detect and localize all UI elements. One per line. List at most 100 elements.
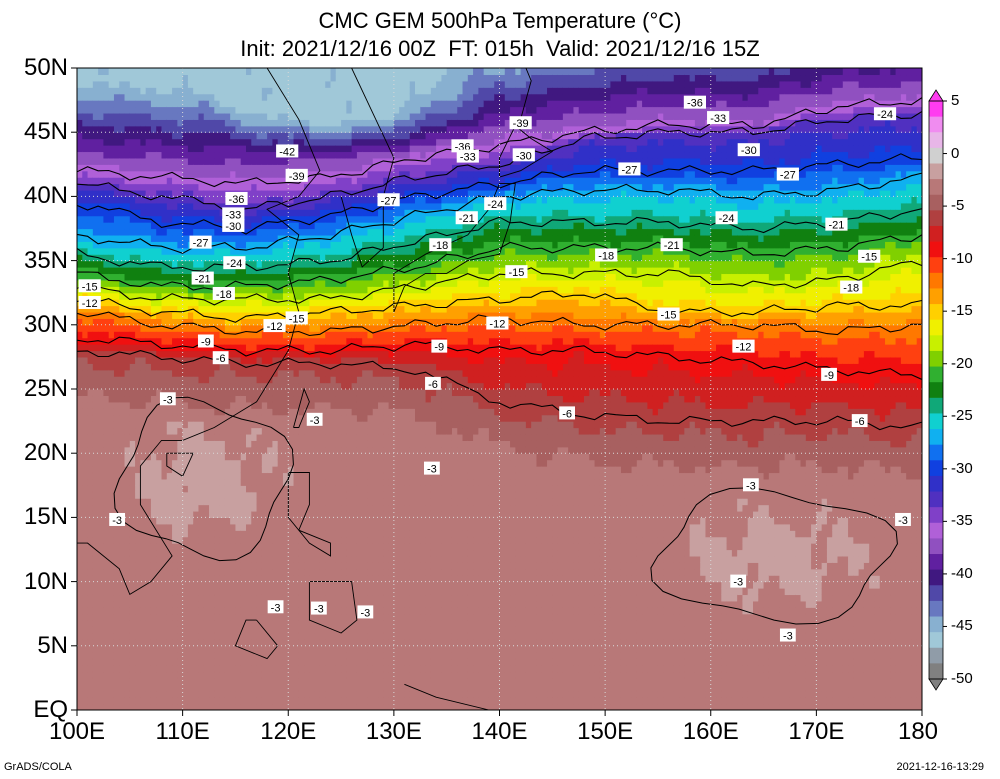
latitude-label: 35N (23, 246, 68, 274)
isotherm-label: -3 (306, 412, 323, 427)
colorbar-swatch (929, 116, 943, 133)
isotherm-line (77, 260, 922, 306)
coastline (340, 68, 395, 268)
isotherm-label: -33 (222, 207, 245, 221)
isotherm-label: -27 (618, 162, 641, 176)
colorbar-swatch (929, 475, 943, 493)
longitude-label: 160E (682, 718, 739, 745)
colorbar-label: -5 (951, 197, 965, 215)
isotherm-label: -3 (424, 461, 440, 476)
isotherm-label: -21 (191, 271, 214, 286)
colorbar-label: -20 (951, 354, 973, 372)
colorbar-swatch (929, 241, 943, 258)
isotherm-label: -15 (657, 307, 680, 322)
colorbar-swatch (929, 616, 943, 633)
isotherm-line (113, 396, 294, 562)
colorbar-swatch (929, 101, 943, 118)
isotherm-label: -3 (742, 478, 759, 492)
isotherm-line (77, 336, 922, 381)
longitude-label: 110E (155, 718, 210, 745)
colorbar-swatch (929, 585, 943, 602)
isotherm-label: -21 (455, 211, 478, 225)
isotherm-label: -18 (840, 280, 863, 295)
isotherm-line (77, 208, 922, 272)
colorbar-swatch (929, 397, 943, 414)
isotherm-label: -21 (825, 217, 848, 232)
isotherm-label: -9 (821, 367, 837, 382)
isotherm-label: -15 (78, 279, 101, 293)
colorbar-label: -25 (951, 407, 973, 425)
colorbar-swatch (929, 600, 943, 618)
isotherm-label: -3 (159, 392, 176, 406)
colorbar-min-arrow (928, 678, 944, 691)
colorbar-swatch (929, 210, 943, 227)
isotherm-label: -24 (484, 197, 507, 211)
colorbar-swatch (929, 429, 943, 446)
isotherm-line (77, 111, 922, 212)
isotherm-label: -15 (858, 249, 881, 264)
colorbar-swatch (929, 257, 943, 274)
latitude-label: EQ (33, 696, 68, 723)
colorbar-swatch (929, 538, 943, 555)
latitude-label: 10N (23, 567, 68, 595)
colorbar-swatch (929, 179, 943, 196)
isotherm-label: -12 (732, 339, 755, 354)
coastline (499, 125, 554, 178)
latitude-label: 50N (23, 54, 68, 81)
colorbar-swatch (929, 382, 943, 399)
isotherm-label: -3 (357, 605, 374, 619)
isotherm-label: -9 (197, 334, 214, 348)
footer-credit: GrADS/COLA (4, 761, 72, 773)
isotherm-label: -15 (285, 311, 308, 325)
colorbar (928, 89, 947, 691)
colorbar-swatch (929, 647, 943, 664)
isotherm-label: -27 (377, 193, 400, 207)
coastline (234, 619, 279, 660)
colorbar-swatch (929, 413, 943, 430)
isotherm-label: -6 (212, 351, 229, 365)
colorbar-label: -10 (951, 249, 973, 267)
isotherm-label: -15 (505, 265, 528, 279)
colorbar-swatch (929, 319, 943, 336)
isotherm-label: -39 (285, 168, 308, 183)
colorbar-swatch (929, 288, 943, 305)
colorbar-swatch (929, 225, 943, 243)
isotherm-label: -33 (456, 149, 479, 164)
isotherm-label: -24 (873, 107, 897, 121)
isotherm-line (650, 487, 898, 625)
colorbar-swatch (929, 272, 943, 289)
isotherm-label: -18 (212, 286, 235, 301)
isotherm-label: -3 (779, 628, 796, 643)
colorbar-swatch (929, 554, 943, 571)
colorbar-swatch (929, 194, 943, 211)
colorbar-swatch (929, 569, 943, 586)
isotherm-label: -3 (267, 600, 284, 614)
colorbar-swatch (929, 491, 943, 508)
colorbar-swatch (929, 147, 943, 164)
isotherm-label: -6 (559, 406, 575, 420)
colorbar-label: -45 (951, 617, 973, 635)
colorbar-swatch (929, 663, 943, 680)
colorbar-label: -35 (951, 512, 973, 530)
contour-labels: -36-33 -24-39-36-33 -30-42 -30-39-27 -27-36-… (78, 95, 911, 643)
longitude-label: 130E (365, 718, 422, 745)
coastline (520, 68, 532, 120)
colorbar-swatch (929, 335, 943, 352)
coastline (293, 387, 310, 428)
colorbar-label: 0 (951, 144, 960, 162)
isotherm-label: -33 (707, 111, 730, 125)
isotherm-label: -30 (512, 148, 535, 162)
isotherm-label: -27 (776, 167, 799, 182)
footer-timestamp: 2021-12-16-13:29 (896, 761, 984, 773)
latitude-label: 20N (23, 439, 68, 467)
isotherm-label: -12 (78, 295, 101, 310)
isotherm-label: -12 (486, 316, 509, 331)
isotherm-line (77, 290, 922, 323)
colorbar-swatch (929, 444, 943, 461)
longitude-label: 140E (471, 718, 528, 745)
isotherm-label: -3 (730, 574, 747, 589)
longitude-label: 150E (577, 718, 634, 745)
coastline (287, 472, 331, 557)
isotherm-label: -36 (225, 191, 248, 206)
